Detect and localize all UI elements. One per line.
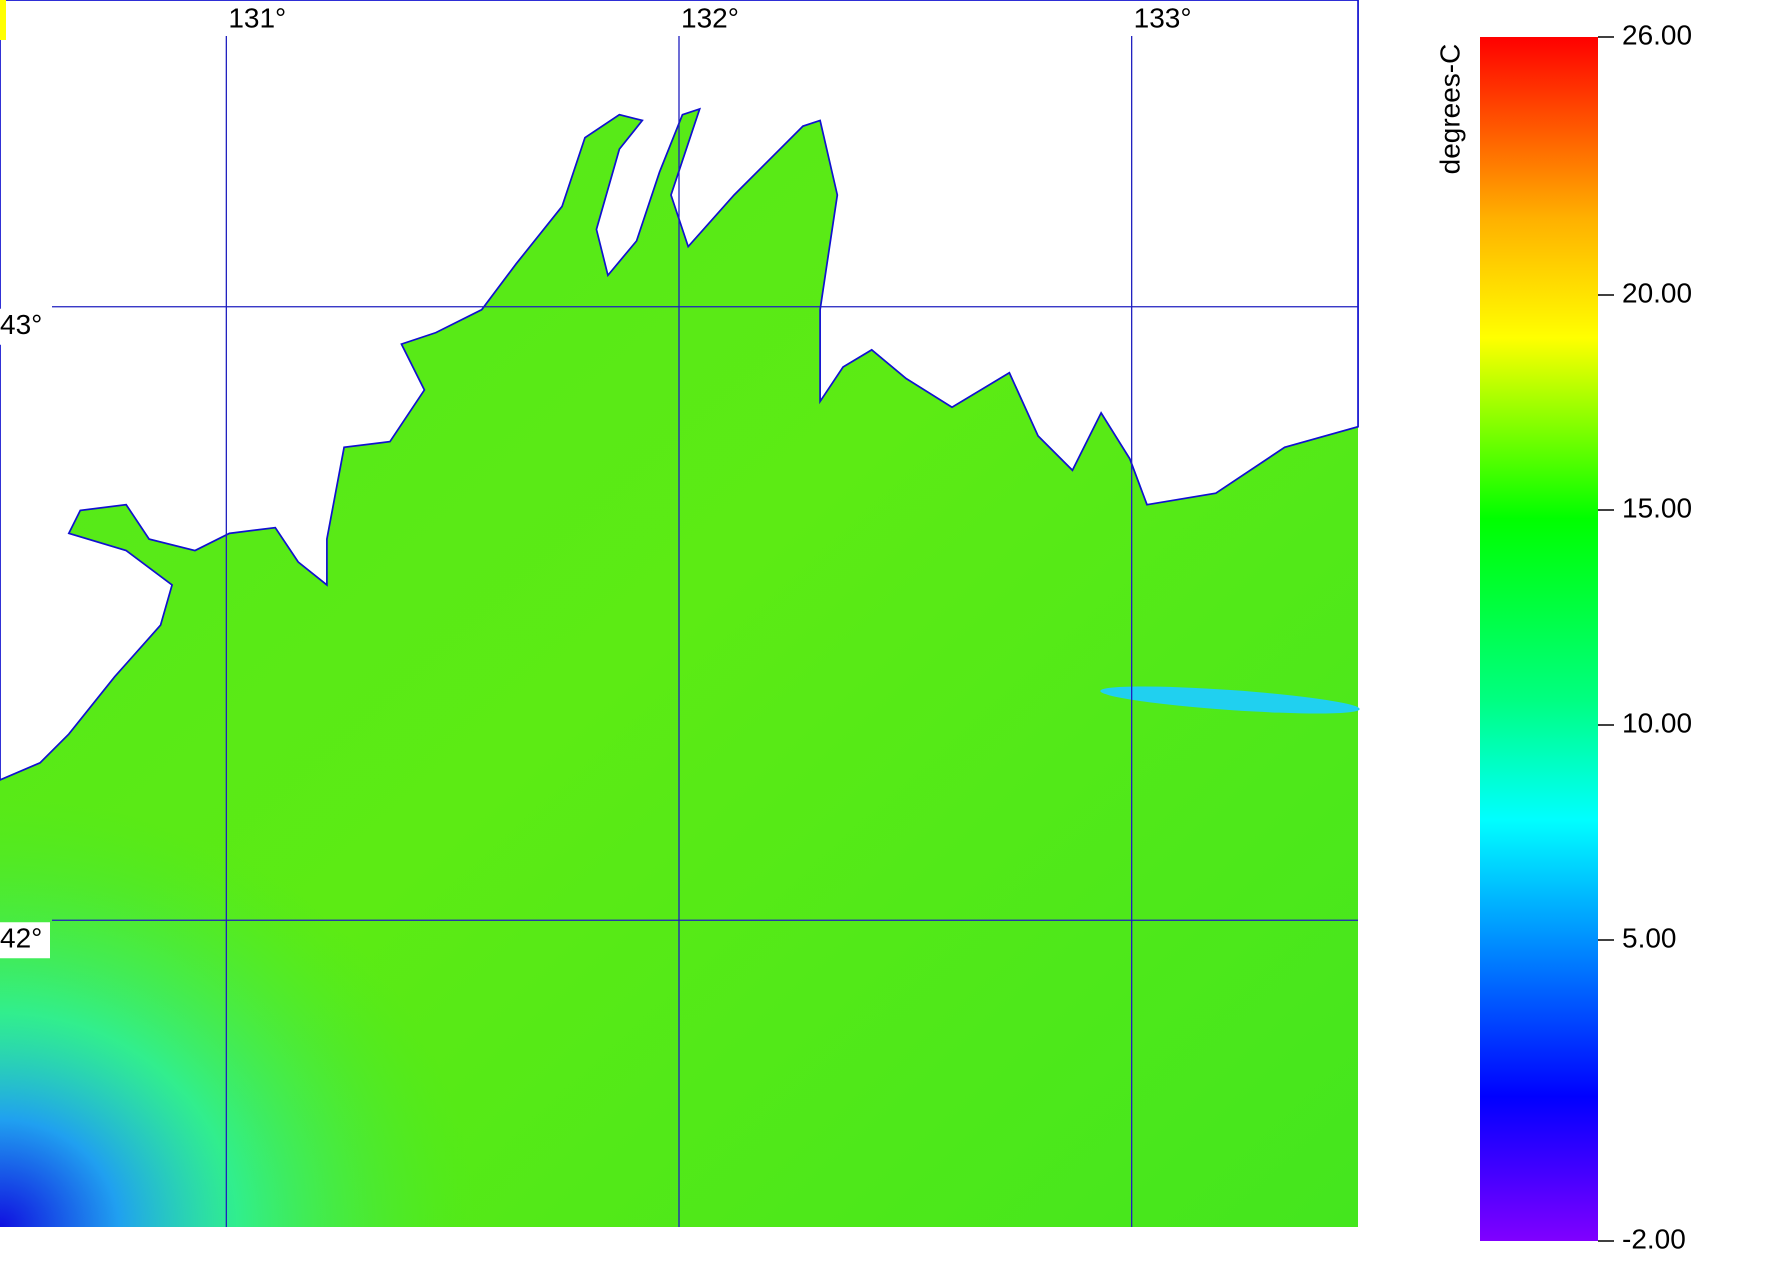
corner-marker	[0, 0, 6, 40]
colorbar-tick-label: 15.00	[1622, 492, 1692, 523]
cold-streak	[1100, 686, 1360, 714]
lon-tick-label: 131°	[228, 2, 286, 33]
lat-tick-label: 43°	[0, 309, 42, 340]
colorbar-tick-label: 5.00	[1622, 922, 1677, 953]
lon-tick-label: 132°	[681, 2, 739, 33]
land	[0, 0, 1359, 781]
colorbar-label: degrees-C	[1434, 44, 1465, 175]
lat-label-bg	[0, 922, 50, 959]
colorbar	[1480, 37, 1598, 1241]
map-area	[0, 0, 1360, 1227]
colorbar-tick-label: -2.00	[1622, 1223, 1686, 1254]
lon-tick-label: 133°	[1134, 2, 1192, 33]
lat-label-bg	[0, 308, 50, 345]
colorbar-tick-label: 26.00	[1622, 19, 1692, 50]
colorbar-tick-label: 10.00	[1622, 707, 1692, 738]
colorbar-tick-label: 20.00	[1622, 277, 1692, 308]
lat-tick-label: 42°	[0, 923, 42, 954]
